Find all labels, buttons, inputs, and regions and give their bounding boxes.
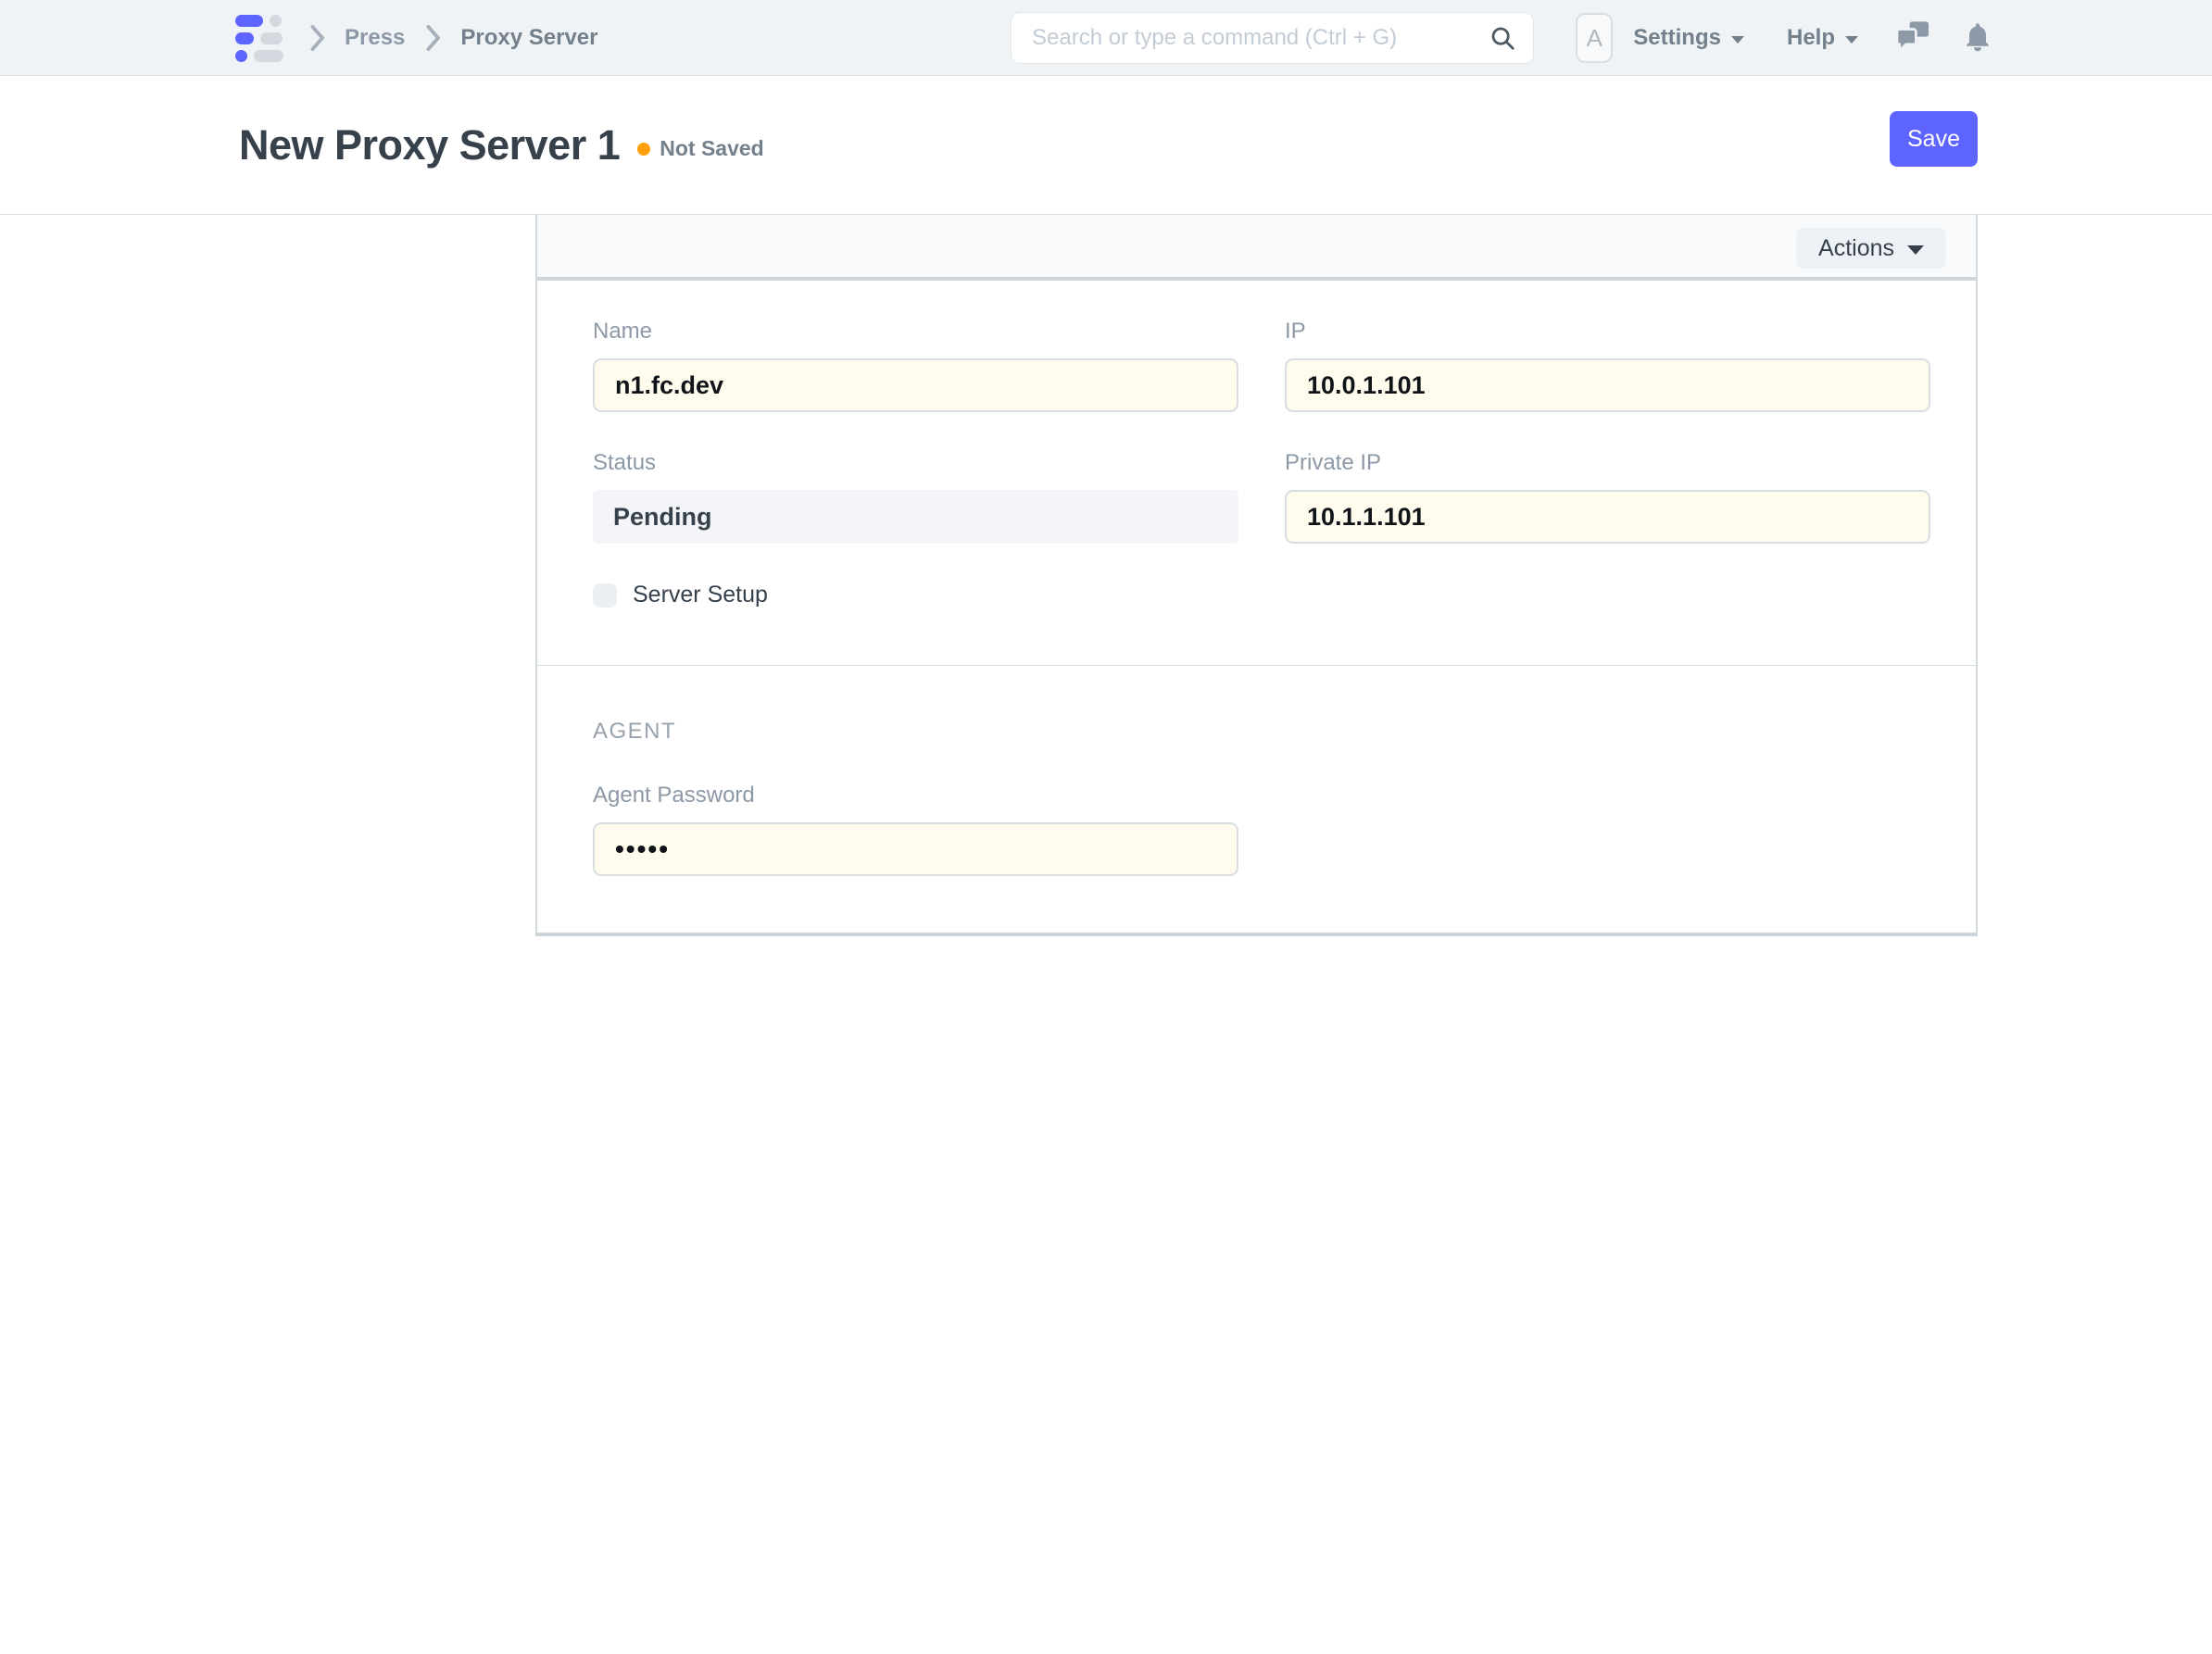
actions-button[interactable]: Actions <box>1796 228 1946 269</box>
private-ip-field: Private IP <box>1285 450 1930 544</box>
status-field-label: Status <box>593 450 657 475</box>
save-button[interactable]: Save <box>1890 111 1978 167</box>
chat-icon <box>1895 20 1929 56</box>
page-title: New Proxy Server 1 <box>239 121 621 169</box>
navbar-right-group: A Settings Help <box>1576 0 1992 76</box>
breadcrumb-item-press[interactable]: Press <box>345 25 406 50</box>
page-head: New Proxy Server 1 Not Saved Save <box>0 76 2212 215</box>
logo-pill <box>235 31 254 44</box>
name-field-label: Name <box>593 319 653 344</box>
top-navbar: Press Proxy Server A Settings He <box>0 0 2212 76</box>
chevron-down-icon <box>1730 35 1744 44</box>
not-saved-indicator: Not Saved <box>637 136 764 161</box>
actions-button-label: Actions <box>1818 234 1894 261</box>
ip-input[interactable] <box>1285 358 1930 412</box>
logo-pill <box>235 49 247 62</box>
name-field: Name <box>593 319 1238 412</box>
private-ip-field-label: Private IP <box>1285 450 1382 475</box>
help-menu-label: Help <box>1786 25 1835 50</box>
settings-menu-label: Settings <box>1633 25 1721 50</box>
help-menu[interactable]: Help <box>1787 25 1858 51</box>
form-toolbar: Actions <box>537 215 1976 281</box>
agent-password-label: Agent Password <box>593 783 755 808</box>
app-logo[interactable] <box>235 14 283 62</box>
server-setup-field: Server Setup <box>593 582 1238 608</box>
name-input[interactable] <box>593 358 1238 412</box>
form-section-main: Name IP Status Pending Private IP <box>537 281 1976 665</box>
ip-field: IP <box>1285 319 1930 412</box>
logo-pill <box>260 31 283 44</box>
not-saved-indicator-label: Not Saved <box>660 136 764 160</box>
navbar-left-group: Press Proxy Server <box>235 0 598 76</box>
status-field: Status Pending <box>593 450 1238 544</box>
server-setup-label: Server Setup <box>633 582 768 608</box>
form-section-agent: AGENT Agent Password <box>537 665 1976 933</box>
logo-pill <box>270 14 282 27</box>
bell-icon <box>1964 20 1992 56</box>
avatar[interactable]: A <box>1576 13 1614 63</box>
logo-pill <box>254 49 283 62</box>
notifications-button[interactable] <box>1964 20 1992 56</box>
server-setup-checkbox[interactable] <box>593 583 617 608</box>
agent-password-input[interactable] <box>593 822 1238 876</box>
agent-password-field: Agent Password <box>593 783 1238 876</box>
status-value: Pending <box>593 490 1238 544</box>
chevron-down-icon <box>1845 35 1858 44</box>
breadcrumb-item-proxy-server[interactable]: Proxy Server <box>460 25 598 50</box>
chevron-down-icon <box>1907 244 1924 255</box>
chevron-right-icon <box>423 24 442 52</box>
chat-button[interactable] <box>1895 20 1929 56</box>
search-icon[interactable] <box>1489 24 1516 52</box>
chevron-right-icon <box>308 24 326 52</box>
form-card: Actions Name IP Status Pending <box>535 215 1978 936</box>
logo-pill <box>235 14 263 27</box>
search-bar <box>1011 12 1534 64</box>
agent-section-heading: AGENT <box>593 719 677 744</box>
breadcrumb: Press Proxy Server <box>308 24 598 52</box>
private-ip-input[interactable] <box>1285 490 1930 544</box>
ip-field-label: IP <box>1285 319 1306 344</box>
settings-menu[interactable]: Settings <box>1633 25 1744 51</box>
not-saved-indicator-dot <box>637 142 651 156</box>
search-input[interactable] <box>1032 25 1489 51</box>
